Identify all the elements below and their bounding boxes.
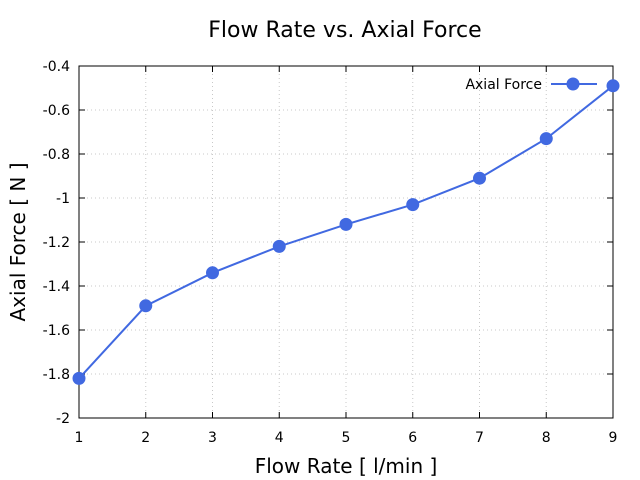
x-tick-label: 3	[208, 430, 217, 446]
data-point	[72, 371, 86, 385]
x-tick-label: 1	[75, 430, 84, 446]
x-tick-label: 4	[275, 430, 284, 446]
y-tick-label: -1.6	[43, 323, 70, 339]
data-point	[206, 266, 219, 280]
legend-label: Axial Force	[465, 77, 542, 93]
x-tick-label: 8	[542, 430, 551, 446]
legend: Axial Force	[465, 77, 597, 93]
x-tick-label: 7	[475, 430, 484, 446]
legend-marker	[566, 77, 580, 91]
y-tick-label: -2	[56, 411, 70, 427]
x-tick-label: 5	[342, 430, 351, 446]
y-tick-label: -1.4	[43, 279, 70, 295]
data-point	[473, 171, 486, 185]
grid	[79, 66, 613, 418]
data-point	[606, 79, 620, 93]
y-axis-label: Axial Force [ N ]	[6, 163, 30, 322]
y-tick-label: -1	[56, 191, 70, 207]
data-point	[539, 132, 553, 146]
x-tick-label: 2	[141, 430, 150, 446]
y-tick-label: -0.4	[43, 59, 70, 75]
x-tick-label: 9	[609, 430, 618, 446]
series-layer	[72, 79, 620, 385]
data-point	[406, 198, 420, 212]
axis-ticks: 1 2 3 4 5 6 7 8 9 -2 -1.8 -1.6 -1.4 -1.2 -1 -0.8 -0.6 -0.…	[43, 59, 618, 446]
data-point	[272, 239, 286, 253]
y-tick-label: -0.6	[43, 103, 70, 119]
y-tick-label: -1.8	[43, 367, 70, 383]
x-tick-label: 6	[408, 430, 417, 446]
data-point	[139, 299, 153, 313]
data-point	[339, 217, 353, 231]
y-tick-label: -1.2	[43, 235, 70, 251]
x-axis-label: Flow Rate [ l/min ]	[255, 454, 438, 478]
chart-title: Flow Rate vs. Axial Force	[208, 18, 481, 43]
y-tick-label: -0.8	[43, 147, 70, 163]
